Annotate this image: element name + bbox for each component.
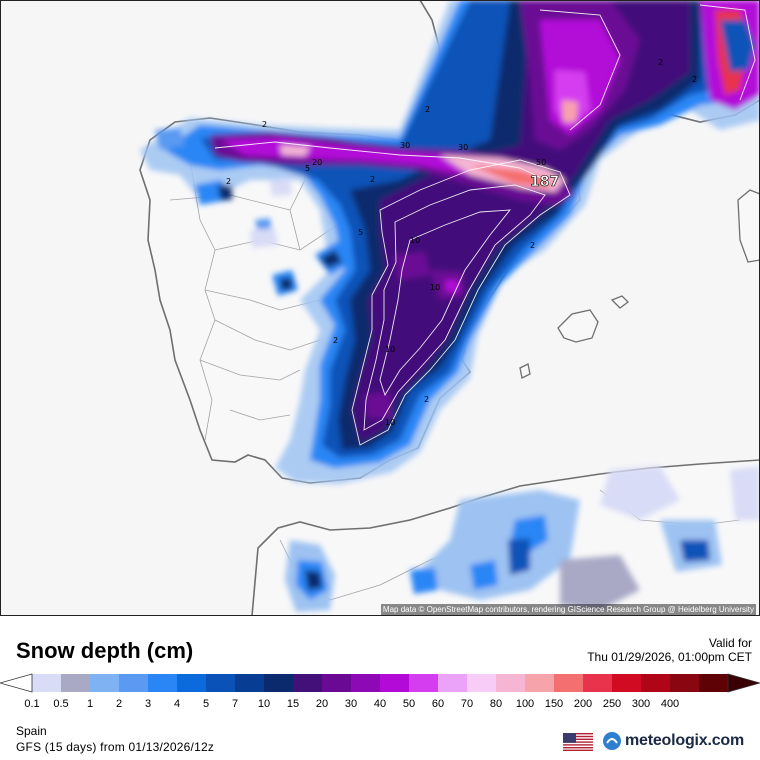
colorbar-cell bbox=[438, 674, 468, 692]
colorbar-tick-label: 20 bbox=[315, 698, 329, 710]
colorbar-tick-label: 400 bbox=[660, 698, 680, 710]
contour-label: 10 bbox=[410, 236, 420, 245]
colorbar-cell bbox=[496, 674, 526, 692]
colorbar-tick-label: 15 bbox=[286, 698, 300, 710]
map-title: Snow depth (cm) bbox=[16, 638, 194, 663]
valid-time: Thu 01/29/2026, 01:00pm CET bbox=[587, 650, 752, 664]
colorbar-cell bbox=[32, 674, 62, 692]
colorbar-cell bbox=[641, 674, 671, 692]
contour-label: 5 bbox=[358, 228, 363, 237]
colorbar-tick-label: 70 bbox=[460, 698, 474, 710]
colorbar-min-arrow bbox=[0, 673, 33, 693]
colorbar-cell bbox=[554, 674, 584, 692]
contour-label: 30 bbox=[400, 141, 410, 150]
colorbar-tick-label: 1 bbox=[86, 698, 94, 710]
colorbar-cell bbox=[235, 674, 265, 692]
colorbar-tick-label: 2 bbox=[115, 698, 123, 710]
contour-label: 5 bbox=[305, 164, 310, 173]
colorbar-cells bbox=[32, 674, 729, 692]
contour-label: 2 bbox=[424, 395, 429, 404]
colorbar-tick-label: 5 bbox=[202, 698, 210, 710]
contour-label-group: 2 5 10 20 30 50 187 2 2 2 2 10 2 2 10 30… bbox=[226, 58, 697, 427]
sardinia-island bbox=[737, 189, 760, 263]
colorbar-cell bbox=[119, 674, 149, 692]
contour-label: 2 bbox=[530, 241, 535, 250]
contour-label: 10 bbox=[385, 345, 395, 354]
colorbar-cell bbox=[699, 674, 729, 692]
max-value-label: 187 bbox=[530, 174, 559, 190]
colorbar bbox=[0, 673, 760, 693]
colorbar-cell bbox=[148, 674, 178, 692]
map-canvas: 2 5 10 20 30 50 187 2 2 2 2 10 2 2 10 30… bbox=[0, 0, 760, 616]
colorbar-cell bbox=[351, 674, 381, 692]
colorbar-tick-label: 300 bbox=[631, 698, 651, 710]
contour-label: 2 bbox=[262, 120, 267, 129]
ibiza-island bbox=[519, 363, 531, 379]
contour-label: 10 bbox=[385, 418, 395, 427]
contour-lines bbox=[214, 4, 756, 446]
colorbar-tick-label: 80 bbox=[489, 698, 503, 710]
colorbar-tick-label: 0.5 bbox=[53, 698, 69, 710]
colorbar-tick-label: 50 bbox=[402, 698, 416, 710]
contour-label: 2 bbox=[226, 177, 231, 186]
contour-label: 2 bbox=[333, 336, 338, 345]
colorbar-tick-label: 250 bbox=[602, 698, 622, 710]
snow-depth-map: 2 5 10 20 30 50 187 2 2 2 2 10 2 2 10 30… bbox=[0, 0, 760, 616]
colorbar-cell bbox=[409, 674, 439, 692]
us-flag-icon[interactable] bbox=[563, 733, 593, 751]
model-run-label: GFS (15 days) from 01/13/2026/12z bbox=[16, 740, 215, 754]
region-label: Spain bbox=[16, 724, 47, 738]
colorbar-cell bbox=[264, 674, 294, 692]
colorbar-cell bbox=[525, 674, 555, 692]
mallorca-island bbox=[557, 309, 599, 343]
colorbar-cell bbox=[583, 674, 613, 692]
brand-name: meteologix.com bbox=[625, 732, 745, 749]
colorbar-tick-label: 40 bbox=[373, 698, 387, 710]
colorbar-tick-label: 60 bbox=[431, 698, 445, 710]
colorbar-tick-label: 30 bbox=[344, 698, 358, 710]
meteologix-logo-icon bbox=[603, 732, 621, 750]
colorbar-tick-label: 0.1 bbox=[24, 698, 40, 710]
colorbar-cell bbox=[90, 674, 120, 692]
contour-label: 30 bbox=[458, 143, 468, 152]
colorbar-tick-label: 4 bbox=[173, 698, 181, 710]
colorbar-cell bbox=[61, 674, 91, 692]
valid-label: Valid for bbox=[708, 636, 752, 650]
colorbar-tick-label: 3 bbox=[144, 698, 152, 710]
contour-label: 2 bbox=[370, 175, 375, 184]
colorbar-cell bbox=[612, 674, 642, 692]
colorbar-cell bbox=[380, 674, 410, 692]
colorbar-cell bbox=[293, 674, 323, 692]
colorbar-cell bbox=[322, 674, 352, 692]
legend-footer: Snow depth (cm) Valid for Thu 01/29/2026… bbox=[0, 616, 760, 760]
contour-label: 20 bbox=[312, 158, 322, 167]
contour-label: 2 bbox=[658, 58, 663, 67]
menorca-island bbox=[610, 295, 629, 309]
colorbar-cell bbox=[177, 674, 207, 692]
map-attribution: Map data © OpenStreetMap contributors, r… bbox=[380, 604, 756, 615]
contour-label: 10 bbox=[430, 283, 440, 292]
colorbar-cell bbox=[467, 674, 497, 692]
colorbar-tick-labels: 0.1 0.5 1 2 3 4 5 7 10 15 20 30 40 50 60 70 80 100 150 200 2… bbox=[0, 698, 760, 712]
colorbar-tick-label: 10 bbox=[257, 698, 271, 710]
colorbar-tick-label: 150 bbox=[544, 698, 564, 710]
colorbar-cell bbox=[206, 674, 236, 692]
contour-label: 2 bbox=[425, 105, 430, 114]
colorbar-tick-label: 7 bbox=[231, 698, 239, 710]
contour-label: 50 bbox=[536, 158, 546, 167]
colorbar-max-arrow bbox=[727, 673, 760, 693]
colorbar-tick-label: 100 bbox=[515, 698, 535, 710]
brand-logo[interactable]: meteologix.com bbox=[602, 730, 744, 752]
colorbar-cell bbox=[670, 674, 700, 692]
contour-label: 2 bbox=[692, 75, 697, 84]
colorbar-tick-label: 200 bbox=[573, 698, 593, 710]
